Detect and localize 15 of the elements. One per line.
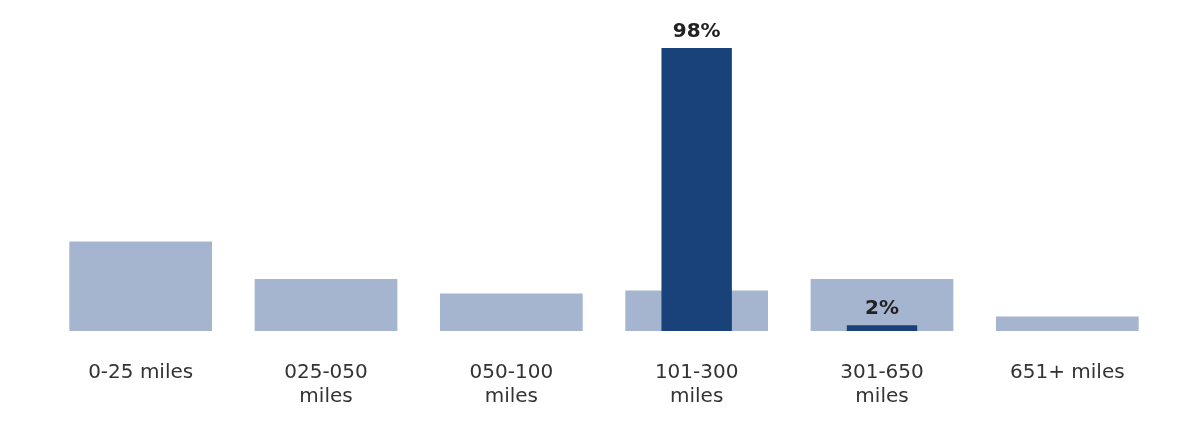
- x-tick-label: 025-050 miles: [284, 359, 368, 408]
- x-tick-label: 101-300 miles: [654, 359, 739, 408]
- bar: [810, 279, 954, 331]
- bar: [995, 316, 1139, 331]
- x-tick-label: 301-650 miles: [840, 359, 924, 408]
- bar: [439, 293, 583, 331]
- x-tick-label: 0-25 miles: [88, 359, 194, 384]
- x-tick-label: 050-100 miles: [469, 359, 554, 408]
- x-tick-label: 651+ miles: [1010, 359, 1125, 384]
- bar: [661, 48, 732, 331]
- data-label: 98%: [672, 18, 721, 43]
- bar: [69, 241, 213, 331]
- bar: [254, 279, 398, 331]
- data-label: 2%: [865, 295, 899, 320]
- bar: [846, 325, 918, 331]
